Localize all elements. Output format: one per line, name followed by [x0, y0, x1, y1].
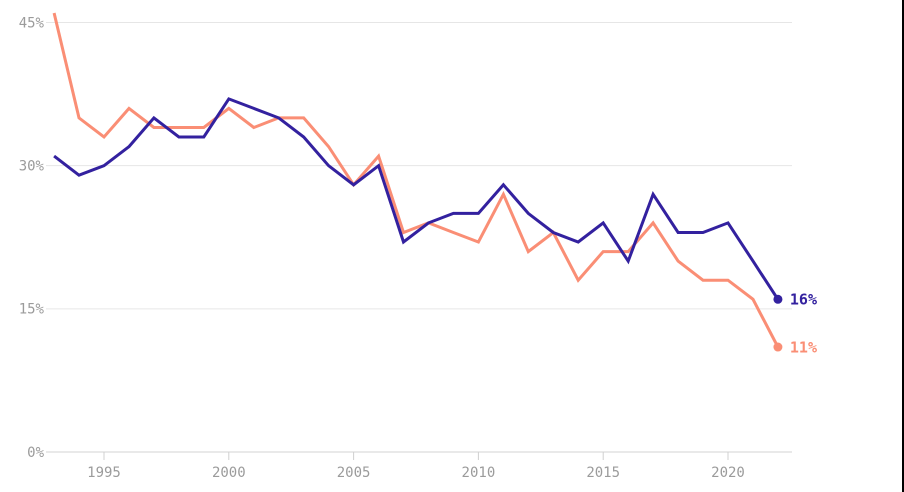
dark-blue-series-line: [53, 97, 780, 301]
x-tick-label: 2020: [711, 465, 745, 481]
x-tick-label: 1995: [87, 465, 121, 481]
dark-blue-series-end-label: 16%: [790, 291, 817, 309]
y-tick-label: 15%: [19, 302, 45, 318]
x-tick-label: 2005: [337, 465, 371, 481]
dark-blue-series-endpoint-dot: [773, 294, 783, 304]
x-tick-label: 2015: [586, 465, 620, 481]
x-tick-label: 2000: [212, 465, 246, 481]
salmon-series-end-label: 11%: [790, 338, 817, 356]
window-right-border: [902, 0, 904, 492]
salmon-series-endpoint-dot: [773, 342, 783, 352]
y-tick-label: 30%: [19, 159, 45, 175]
y-tick-label: 45%: [19, 15, 45, 31]
y-tick-label: 0%: [27, 445, 44, 461]
salmon-series-line: [52, 12, 780, 348]
x-tick-label: 2010: [462, 465, 496, 481]
